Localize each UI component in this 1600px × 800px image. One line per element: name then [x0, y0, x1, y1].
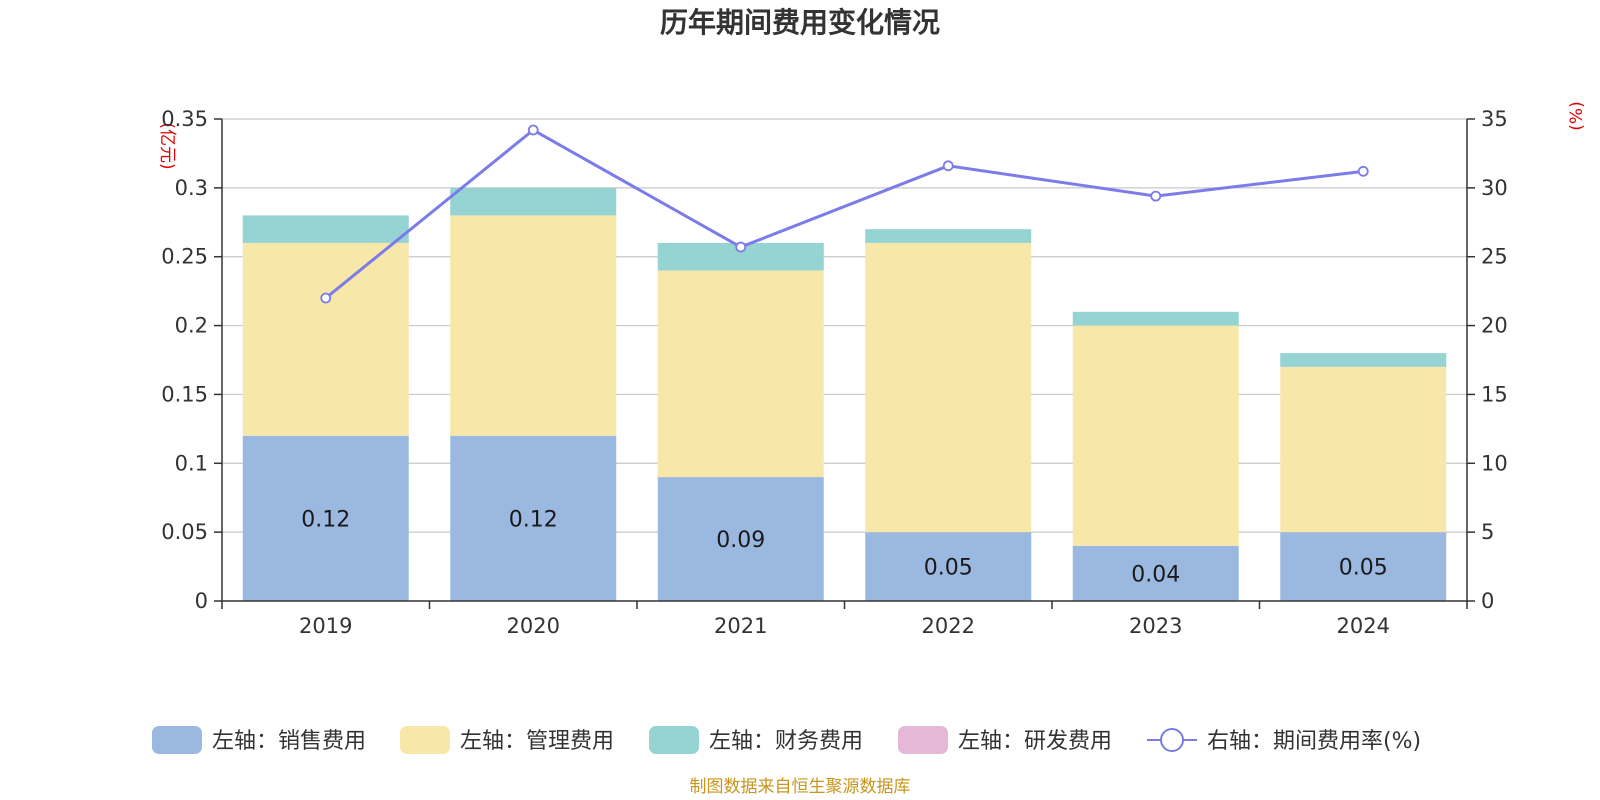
x-axis-tick-label: 2022 — [922, 614, 975, 638]
bar-value-label: 0.05 — [1339, 556, 1388, 581]
legend-swatch — [152, 726, 202, 754]
bar-segment — [1280, 353, 1447, 367]
legend: 左轴：销售费用 左轴：管理费用 左轴：财务费用 左轴：研发费用 右轴：期间费用率(%) — [152, 726, 1421, 754]
bar-labels: 0.12 0.12 0.09 0.05 0.04 0.05 — [301, 507, 1387, 587]
x-axis-tick-label: 2021 — [714, 614, 767, 638]
bar-value-label: 0.09 — [716, 528, 765, 553]
rate-point — [320, 292, 332, 304]
right-axis-unit: (%) — [1567, 101, 1587, 130]
bar-value-label: 0.04 — [1131, 562, 1180, 587]
bar-segment — [242, 215, 409, 243]
x-axis-tick-label: 2023 — [1129, 614, 1182, 638]
bar-segment — [450, 187, 617, 216]
rate-line — [324, 128, 1364, 300]
rate-point — [1357, 165, 1369, 177]
chart-title: 历年期间费用变化情况 — [660, 6, 940, 39]
x-axis-tick-label: 2024 — [1337, 614, 1390, 638]
x-axis-tick-label: 2020 — [507, 614, 560, 638]
right-axis-tick-label: 20 — [1481, 314, 1508, 338]
bar-segment — [657, 477, 824, 601]
bar-segment — [1280, 366, 1447, 533]
bar-segment — [1072, 325, 1239, 546]
bar-segment — [1280, 532, 1447, 601]
left-axis-tick-label: 0.35 — [161, 107, 208, 131]
bar-segment — [1072, 545, 1239, 601]
right-axis-tick-label: 0 — [1481, 589, 1494, 613]
bar-series — [242, 187, 1447, 601]
legend-label: 左轴：销售费用 — [212, 729, 366, 754]
right-axis-tick-label: 5 — [1481, 520, 1494, 544]
legend-label: 左轴：财务费用 — [709, 729, 863, 754]
line-series — [320, 124, 1369, 304]
bar-segment — [1072, 311, 1239, 326]
right-axis-tick-label: 15 — [1481, 382, 1508, 406]
axes: 0 0.05 0.1 0.15 0.2 0.25 0.3 0.35 0 5 10 15 20 25 30 35… — [161, 107, 1508, 638]
left-axis-tick-label: 0.05 — [161, 520, 208, 544]
left-axis-tick-label: 0.2 — [175, 314, 208, 338]
bar-segment — [865, 242, 1032, 533]
rate-point — [527, 124, 539, 136]
rate-point — [942, 160, 954, 172]
left-axis-tick-label: 0 — [195, 589, 208, 613]
right-axis-tick-label: 30 — [1481, 176, 1508, 200]
bar-segment — [865, 229, 1032, 243]
bar-segment — [242, 242, 409, 436]
legend-swatch — [400, 726, 450, 754]
bar-value-label: 0.05 — [924, 556, 973, 581]
rate-point — [1150, 190, 1162, 202]
rate-point — [735, 241, 747, 253]
legend-swatch — [649, 726, 699, 754]
legend-marker-swatch — [1160, 728, 1184, 752]
left-axis-tick-label: 0.15 — [161, 382, 208, 406]
left-axis-tick-label: 0.1 — [175, 451, 208, 475]
x-axis-tick-label: 2019 — [299, 614, 352, 638]
bar-value-label: 0.12 — [509, 507, 558, 532]
bar-value-label: 0.12 — [301, 507, 350, 532]
left-axis-tick-label: 0.3 — [175, 176, 208, 200]
bar-segment — [865, 532, 1032, 601]
bar-segment — [450, 435, 617, 601]
right-axis-tick-label: 10 — [1481, 451, 1508, 475]
bar-segment — [242, 435, 409, 601]
legend-label: 左轴：管理费用 — [460, 729, 614, 754]
legend-swatch — [898, 726, 948, 754]
right-axis-tick-label: 25 — [1481, 245, 1508, 269]
bar-segment — [450, 215, 617, 436]
left-axis-unit: (亿元) — [157, 122, 177, 169]
source-note: 制图数据来自恒生聚源数据库 — [690, 777, 911, 797]
left-axis-tick-label: 0.25 — [161, 245, 208, 269]
legend-label: 左轴：研发费用 — [958, 729, 1112, 754]
grid-lines — [222, 118, 1467, 533]
right-axis-tick-label: 35 — [1481, 107, 1508, 131]
legend-label: 右轴：期间费用率(%) — [1207, 729, 1421, 754]
bar-segment — [657, 270, 824, 478]
